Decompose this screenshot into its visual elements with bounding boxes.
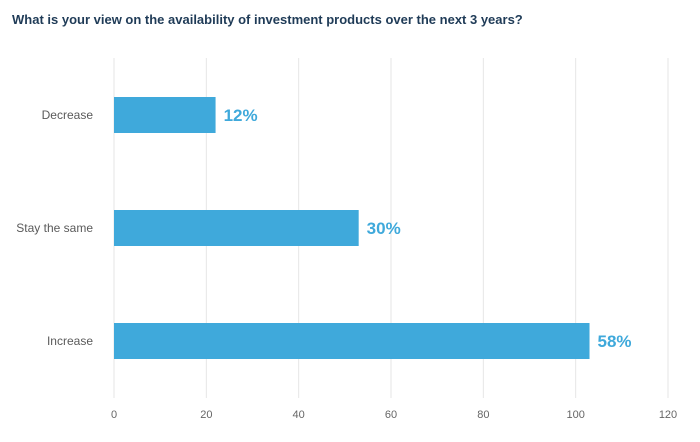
- x-tick-label-40: 40: [293, 409, 305, 421]
- x-tick-label-0: 0: [111, 409, 117, 421]
- chart-title: What is your view on the availability of…: [12, 12, 523, 27]
- bar-stay-the-same: [114, 210, 359, 246]
- category-label-increase: Increase: [47, 334, 93, 348]
- x-tick-labels: 0 20 40 60 80 100 120: [111, 409, 677, 421]
- data-label-stay-the-same: 30%: [367, 219, 401, 238]
- bars: [114, 97, 590, 359]
- x-tick-label-80: 80: [477, 409, 489, 421]
- x-tick-label-60: 60: [385, 409, 397, 421]
- bar-increase: [114, 323, 590, 359]
- x-tick-label-120: 120: [659, 409, 677, 421]
- data-labels: 12% 30% 58%: [224, 106, 632, 351]
- category-label-decrease: Decrease: [42, 108, 94, 122]
- data-label-increase: 58%: [598, 332, 632, 351]
- x-tick-label-100: 100: [566, 409, 584, 421]
- category-labels: Decrease Stay the same Increase: [16, 108, 93, 348]
- x-tick-label-20: 20: [200, 409, 212, 421]
- bar-decrease: [114, 97, 216, 133]
- data-label-decrease: 12%: [224, 106, 258, 125]
- category-label-stay-the-same: Stay the same: [16, 221, 93, 235]
